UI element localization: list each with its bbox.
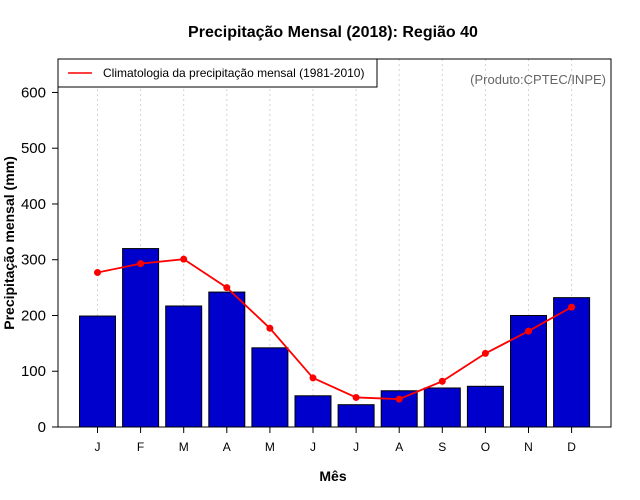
bar-1 xyxy=(79,315,116,428)
climatology-point-9 xyxy=(438,377,446,385)
legend: Climatologia da precipitação mensal (198… xyxy=(57,58,378,88)
bar-2 xyxy=(122,248,160,428)
climatology-point-1 xyxy=(94,269,101,277)
x-tick-label: J xyxy=(310,440,316,454)
climatology-point-3 xyxy=(180,255,188,263)
x-tick-label: J xyxy=(95,440,101,454)
y-tick-label: 0 xyxy=(38,419,46,436)
bar-5 xyxy=(251,347,289,428)
legend-box xyxy=(57,58,378,88)
y-tick-label: 600 xyxy=(21,84,46,101)
bar-4 xyxy=(208,291,246,428)
bar-7 xyxy=(337,404,375,428)
x-tick-label: N xyxy=(524,440,533,454)
climatology-point-4 xyxy=(223,284,231,292)
x-tick-label: S xyxy=(438,440,446,454)
bar-9 xyxy=(423,387,461,428)
climatology-point-2 xyxy=(137,260,145,268)
x-axis-label: Mês xyxy=(319,468,346,484)
x-tick-label: M xyxy=(179,440,189,454)
climatology-point-7 xyxy=(352,393,360,401)
x-tick-label: D xyxy=(567,440,576,454)
bar-6 xyxy=(294,395,332,428)
x-tick-label: A xyxy=(223,440,231,454)
y-axis: 0 100 200 300 400 500 600 xyxy=(21,84,58,436)
climatology-point-6 xyxy=(309,374,317,382)
bar-10 xyxy=(466,385,504,428)
y-tick-label: 400 xyxy=(21,196,46,213)
bar-3 xyxy=(165,305,203,428)
y-tick-label: 300 xyxy=(21,252,46,269)
climatology-point-12 xyxy=(568,303,576,311)
climatology-line xyxy=(94,255,576,403)
y-axis-label: Precipitação mensal (mm) xyxy=(1,156,17,330)
bars xyxy=(79,248,591,428)
climatology-point-11 xyxy=(525,327,532,335)
x-tick-label: O xyxy=(481,440,490,454)
chart-title: Precipitação Mensal (2018): Região 40 xyxy=(188,24,478,41)
x-tick-label: J xyxy=(353,440,359,454)
climatology-series-line xyxy=(97,258,573,401)
y-tick-label: 500 xyxy=(21,140,46,157)
climatology-point-5 xyxy=(266,324,274,332)
climatology-point-8 xyxy=(395,395,403,403)
climatology-point-10 xyxy=(481,349,489,357)
bar-12 xyxy=(553,297,591,428)
x-tick-label: F xyxy=(137,440,144,454)
x-tick-label: M xyxy=(265,440,275,454)
product-credit: (Produto:CPTEC/INPE) xyxy=(470,72,606,87)
y-tick-label: 200 xyxy=(21,307,46,324)
x-tick-label: A xyxy=(395,440,403,454)
y-tick-label: 100 xyxy=(21,363,46,380)
legend-label: Climatologia da precipitação mensal (198… xyxy=(103,66,364,80)
